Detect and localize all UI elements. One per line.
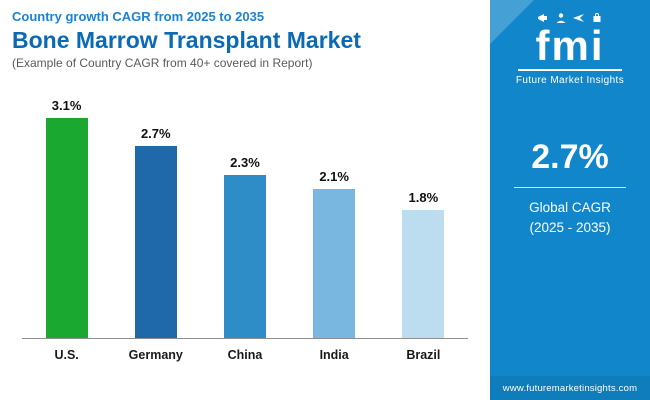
- brand-panel: fmi Future Market Insights 2.7% Global C…: [490, 0, 650, 400]
- bar-chart: 3.1% 2.7% 2.3% 2.1% 1.8% U.S. Germany China Ind…: [22, 90, 468, 362]
- bar-value-label: 2.1%: [319, 169, 349, 185]
- bar-column: 1.8%: [379, 190, 468, 339]
- logo-wordmark: fmi: [535, 22, 605, 69]
- global-cagr-value: 2.7%: [531, 138, 609, 176]
- chart-header: Country growth CAGR from 2025 to 2035 Bo…: [0, 0, 490, 76]
- category-label: India: [319, 348, 349, 363]
- page-title: Bone Marrow Transplant Market: [12, 27, 361, 53]
- stat-divider: [514, 187, 626, 188]
- bar-india: [313, 189, 356, 339]
- logo-icon-row: [490, 12, 650, 24]
- category-label: U.S.: [54, 348, 79, 363]
- website-link[interactable]: www.futuremarketinsights.com: [490, 376, 650, 400]
- bar-china: [223, 175, 266, 339]
- bar-brazil: [402, 210, 445, 339]
- global-cagr-label-line1: Global CAGR: [529, 200, 611, 215]
- bar-value-label: 3.1%: [51, 98, 82, 114]
- axis-labels: U.S. Germany China India Brazil: [22, 348, 468, 362]
- global-cagr-label: Global CAGR (2025 - 2035): [490, 198, 650, 237]
- global-cagr-label-line2: (2025 - 2035): [529, 219, 611, 235]
- megaphone-icon: [537, 12, 549, 24]
- chart-section: Country growth CAGR from 2025 to 2035 Bo…: [0, 0, 490, 363]
- bar-value-label: 2.7%: [140, 126, 171, 142]
- bar-germany: [134, 146, 177, 339]
- bar-us: [45, 118, 88, 339]
- subtitle-text: (Example of Country CAGR from 40+ covere…: [12, 56, 313, 71]
- corner-fold-decoration: [490, 0, 534, 44]
- bar-value-label: 2.3%: [230, 155, 260, 171]
- bar-column: 2.7%: [111, 126, 200, 339]
- plane-icon: [573, 12, 585, 24]
- bar-column: 3.1%: [22, 98, 111, 339]
- logo-company-name: Future Market Insights: [515, 75, 625, 86]
- category-label: China: [227, 348, 263, 363]
- bag-icon: [591, 12, 603, 24]
- category-label: Brazil: [406, 348, 441, 363]
- bar-plot: 3.1% 2.7% 2.3% 2.1% 1.8%: [22, 90, 468, 340]
- bar-column: 2.3%: [200, 155, 289, 339]
- bar-value-label: 1.8%: [408, 190, 439, 206]
- fmi-logo: fmi Future Market Insights: [490, 0, 650, 86]
- bar-column: 2.1%: [290, 169, 379, 339]
- eyebrow-text: Country growth CAGR from 2025 to 2035: [12, 9, 265, 24]
- person-icon: [555, 12, 567, 24]
- category-label: Germany: [128, 348, 183, 363]
- logo-rule: [518, 69, 622, 71]
